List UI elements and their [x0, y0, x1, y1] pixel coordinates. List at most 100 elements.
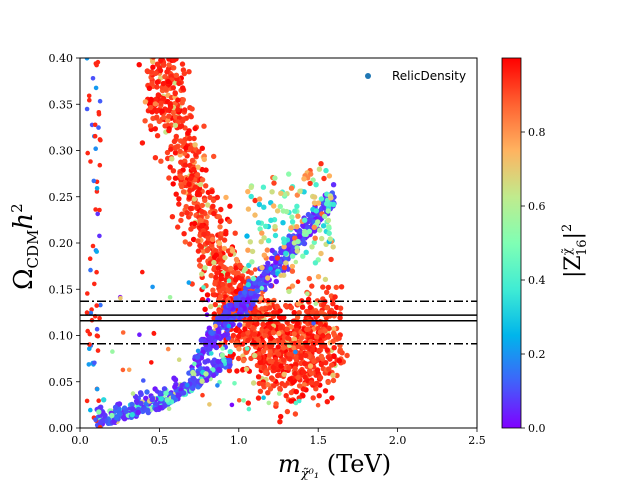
scatter-point — [248, 305, 254, 311]
scatter-point — [112, 404, 119, 410]
scatter-point — [152, 101, 159, 107]
scatter-point — [195, 248, 202, 254]
scatter-point — [299, 304, 306, 310]
scatter-point — [273, 259, 279, 265]
scatter-point — [294, 354, 300, 361]
scatter-point — [316, 393, 322, 399]
scatter-point — [281, 357, 287, 363]
scatter-point — [169, 214, 176, 220]
scatter-point — [206, 325, 212, 331]
scatter-point — [156, 52, 161, 57]
scatter-point — [181, 70, 187, 77]
scatter-point — [313, 182, 319, 188]
scatter-point — [270, 330, 277, 336]
scatter-point — [84, 310, 90, 315]
scatter-point — [189, 106, 195, 112]
scatter-point — [263, 311, 270, 317]
scatter-point — [292, 208, 298, 214]
scatter-point — [199, 145, 205, 151]
scatter-point — [202, 197, 208, 203]
scatter-point — [318, 161, 324, 167]
scatter-point — [178, 217, 184, 224]
scatter-point — [246, 262, 252, 268]
scatter-point — [202, 265, 208, 271]
y-label-main: Ω — [9, 268, 39, 290]
scatter-point — [199, 177, 206, 183]
scatter-point — [187, 241, 193, 247]
scatter-point — [217, 224, 223, 230]
y-tick-label: 0.05 — [49, 376, 74, 389]
scatter-point — [94, 333, 100, 339]
scatter-point — [281, 264, 288, 271]
scatter-point — [126, 367, 132, 373]
scatter-point — [308, 380, 314, 386]
scatter-point — [173, 133, 179, 140]
scatter-point — [205, 230, 211, 237]
scatter-point — [310, 395, 316, 401]
scatter-point — [179, 183, 185, 190]
scatter-point — [247, 315, 253, 322]
scatter-point — [281, 239, 287, 246]
scatter-point — [251, 331, 258, 337]
scatter-point — [293, 349, 298, 355]
scatter-point — [335, 335, 341, 341]
scatter-point — [97, 207, 102, 213]
scatter-point — [197, 263, 204, 269]
scatter-point — [163, 390, 169, 396]
scatter-point — [213, 274, 219, 280]
scatter-point — [313, 386, 319, 392]
scatter-point — [179, 211, 185, 217]
scatter-point — [215, 265, 222, 271]
scatter-point — [306, 275, 312, 282]
scatter-point — [261, 252, 267, 258]
scatter-point — [176, 201, 182, 207]
scatter-point — [188, 226, 194, 232]
scatter-point — [179, 118, 186, 124]
scatter-point — [85, 328, 90, 334]
scatter-point — [313, 208, 319, 214]
scatter-point — [244, 346, 250, 351]
scatter-point — [223, 231, 229, 237]
scatter-point — [221, 264, 227, 271]
scatter-point — [154, 79, 161, 85]
scatter-point — [302, 217, 308, 223]
scatter-point — [259, 230, 265, 236]
scatter-point — [256, 196, 263, 202]
scatter-point — [167, 295, 173, 300]
colorbar-tick-label: 0.4 — [528, 274, 546, 287]
scatter-point — [245, 400, 251, 406]
scatter-point — [240, 357, 247, 364]
scatter-point — [294, 203, 300, 209]
scatter-point — [285, 335, 291, 341]
scatter-point — [276, 330, 282, 337]
scatter-point — [97, 162, 103, 168]
scatter-point — [328, 195, 334, 201]
y-tick-label: 0.10 — [49, 330, 74, 343]
scatter-point — [154, 38, 159, 43]
scatter-point — [147, 37, 152, 42]
scatter-point — [84, 58, 90, 61]
scatter-point — [312, 260, 319, 266]
scatter-point — [234, 303, 240, 309]
scatter-point — [180, 85, 186, 91]
scatter-point — [120, 414, 127, 421]
scatter-point — [208, 329, 214, 336]
scatter-point — [237, 282, 243, 289]
x-tick-label: 0.5 — [151, 434, 169, 447]
scatter-point — [245, 188, 251, 195]
scatter-point — [94, 386, 100, 392]
scatter-point — [202, 306, 208, 312]
scatter-point — [292, 411, 299, 417]
scatter-point — [326, 173, 333, 179]
scatter-point — [216, 320, 222, 326]
scatter-point — [226, 367, 233, 374]
scatter-point — [293, 259, 299, 265]
scatter-point — [313, 334, 320, 340]
scatter-point — [266, 400, 272, 406]
scatter-point — [330, 182, 337, 188]
scatter-point — [186, 194, 193, 201]
scatter-point — [158, 396, 164, 402]
scatter-point — [176, 40, 181, 45]
scatter-point — [324, 347, 330, 353]
scatter-point — [272, 175, 278, 181]
